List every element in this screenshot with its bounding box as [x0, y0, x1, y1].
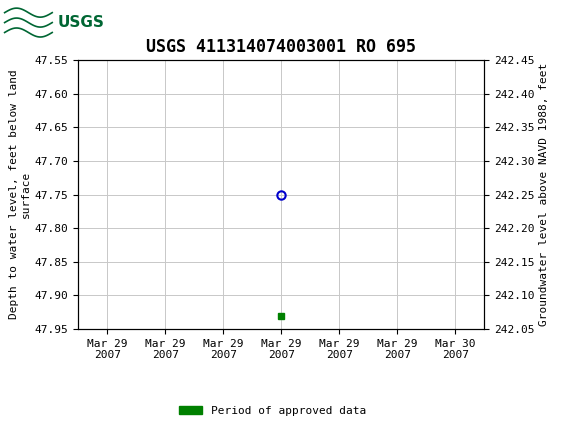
Y-axis label: Depth to water level, feet below land
surface: Depth to water level, feet below land su… — [9, 70, 31, 319]
Title: USGS 411314074003001 RO 695: USGS 411314074003001 RO 695 — [146, 38, 416, 56]
Bar — [3, 3, 107, 42]
Y-axis label: Groundwater level above NAVD 1988, feet: Groundwater level above NAVD 1988, feet — [539, 63, 549, 326]
Text: USGS: USGS — [58, 15, 105, 30]
Legend: Period of approved data: Period of approved data — [175, 401, 370, 420]
